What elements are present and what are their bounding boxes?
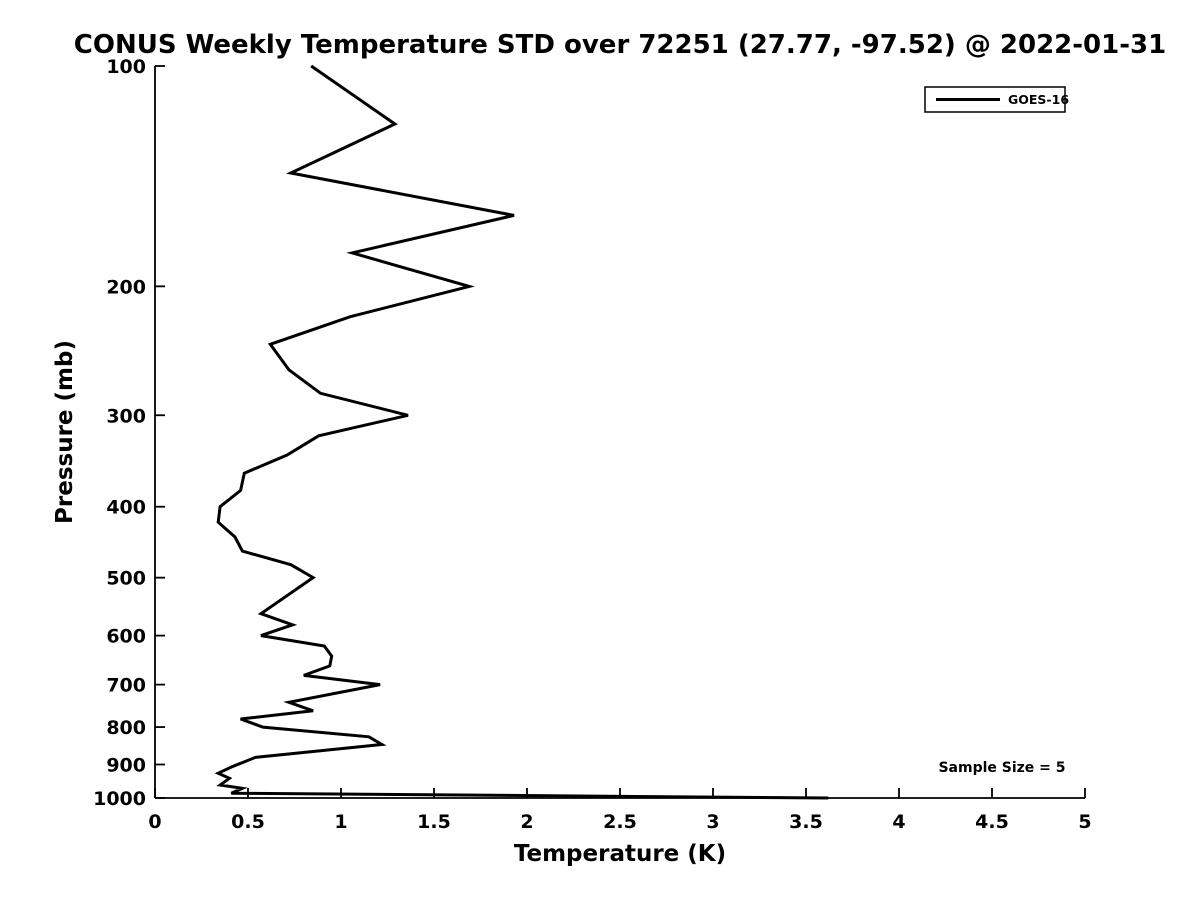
x-axis-label: Temperature (K) bbox=[514, 841, 726, 867]
x-tick-label: 0.5 bbox=[231, 811, 265, 833]
x-tick-label: 2.5 bbox=[603, 811, 637, 833]
y-tick-label: 500 bbox=[106, 568, 146, 590]
chart-title: CONUS Weekly Temperature STD over 72251 … bbox=[74, 30, 1166, 60]
y-tick-label: 400 bbox=[106, 497, 146, 519]
x-tick-label: 5 bbox=[1078, 811, 1091, 833]
x-tick-label: 1.5 bbox=[417, 811, 451, 833]
x-tick-label: 1 bbox=[334, 811, 347, 833]
y-tick-label: 100 bbox=[106, 56, 146, 78]
x-axis-ticks: 0 0.5 1 1.5 2 2.5 3 3.5 4 4.5 5 bbox=[148, 788, 1092, 833]
x-tick-label: 4 bbox=[892, 811, 905, 833]
series-goes16 bbox=[214, 64, 829, 800]
y-tick-label: 900 bbox=[106, 755, 146, 777]
legend-label: GOES-16 bbox=[1008, 92, 1069, 107]
sample-size-annotation: Sample Size = 5 bbox=[938, 760, 1065, 776]
y-axis-label: Pressure (mb) bbox=[52, 340, 78, 524]
x-tick-label: 3.5 bbox=[789, 811, 823, 833]
x-tick-label: 3 bbox=[706, 811, 719, 833]
y-axis-ticks: 100 200 300 400 500 600 700 800 900 1000 bbox=[93, 56, 165, 810]
y-tick-label: 600 bbox=[106, 626, 146, 648]
y-tick-label: 1000 bbox=[93, 788, 146, 810]
x-tick-label: 2 bbox=[520, 811, 533, 833]
y-tick-label: 700 bbox=[106, 675, 146, 697]
data-line-goes-16 bbox=[214, 64, 829, 800]
x-tick-label: 4.5 bbox=[975, 811, 1009, 833]
y-tick-label: 200 bbox=[106, 276, 146, 298]
legend: GOES-16 bbox=[924, 86, 1069, 113]
y-tick-label: 300 bbox=[106, 405, 146, 427]
y-tick-label: 800 bbox=[106, 717, 146, 739]
x-tick-label: 0 bbox=[148, 811, 161, 833]
